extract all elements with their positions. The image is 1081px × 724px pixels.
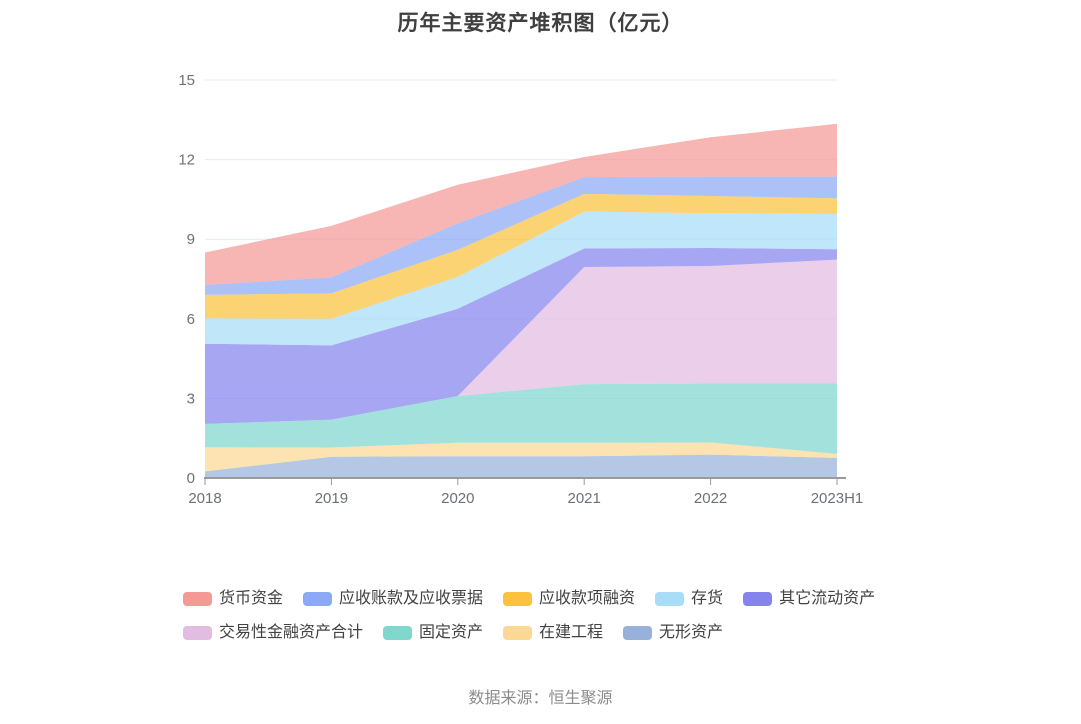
- legend-item[interactable]: 在建工程: [503, 623, 603, 643]
- data-source-note: 数据来源：恒生聚源: [468, 690, 613, 707]
- legend-swatch: [743, 592, 773, 606]
- area-固定资产: [205, 383, 837, 454]
- area-应收账款及应收票据: [205, 176, 837, 295]
- legend-label: 无形资产: [659, 624, 724, 641]
- legend-item[interactable]: 应收账款及应收票据: [303, 589, 483, 609]
- y-tick-label: 9: [187, 231, 195, 248]
- x-tick-label: 2019: [315, 490, 348, 507]
- legend-swatch: [183, 626, 212, 640]
- x-tick-label: 2020: [441, 490, 474, 507]
- y-tick-label: 3: [187, 390, 195, 407]
- area-存货: [205, 211, 837, 346]
- area-货币资金: [205, 123, 837, 285]
- legend-item[interactable]: 其它流动资产: [743, 589, 875, 609]
- legend-label: 应收账款及应收票据: [339, 590, 484, 607]
- area-应收款项融资: [205, 193, 837, 319]
- x-tick-label: 2023H1: [811, 490, 864, 507]
- legend-item[interactable]: 交易性金融资产合计: [183, 623, 363, 643]
- legend-label: 货币资金: [219, 590, 284, 607]
- legend-swatch: [655, 592, 685, 606]
- y-tick-label: 0: [187, 470, 195, 487]
- x-tick-label: 2021: [568, 490, 601, 507]
- area-交易性金融资产合计: [205, 259, 837, 424]
- legend-swatch: [183, 592, 212, 606]
- legend-item[interactable]: 应收款项融资: [503, 589, 635, 609]
- legend-label: 在建工程: [539, 624, 604, 641]
- legend-swatch: [503, 592, 533, 606]
- area-在建工程: [205, 442, 837, 472]
- legend-label: 其它流动资产: [779, 590, 876, 607]
- legend-label: 应收款项融资: [539, 590, 636, 607]
- legend-item[interactable]: 无形资产: [623, 623, 723, 643]
- area-其它流动资产: [205, 247, 837, 424]
- y-tick-label: 15: [178, 72, 195, 89]
- legend-item[interactable]: 存货: [655, 589, 723, 609]
- x-tick-label: 2022: [694, 490, 727, 507]
- legend-item[interactable]: 货币资金: [183, 589, 283, 609]
- x-tick-label: 2018: [188, 490, 221, 507]
- legend-swatch: [503, 626, 533, 640]
- chart-title: 历年主要资产堆积图（亿元）: [397, 12, 684, 35]
- legend-label: 存货: [691, 590, 724, 607]
- y-tick-label: 12: [178, 152, 195, 169]
- area-无形资产: [205, 454, 837, 478]
- legend-swatch: [303, 592, 333, 606]
- legend-item[interactable]: 固定资产: [383, 623, 483, 643]
- y-tick-label: 6: [187, 311, 195, 328]
- legend-label: 交易性金融资产合计: [219, 624, 364, 641]
- legend-swatch: [383, 626, 413, 640]
- chart-legend: 货币资金 应收账款及应收票据 应收款项融资 存货 其它流动资产交易性金融资产合计 固定资产…: [183, 589, 895, 643]
- legend-swatch: [623, 626, 653, 640]
- legend-label: 固定资产: [419, 624, 484, 641]
